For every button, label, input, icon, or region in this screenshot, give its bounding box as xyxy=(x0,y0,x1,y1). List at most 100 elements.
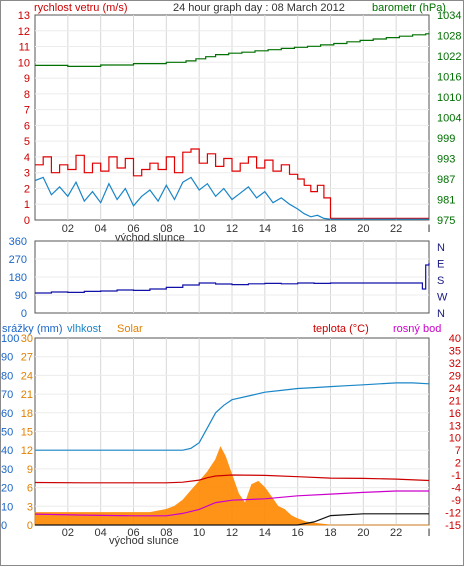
time-axis-tick-label: I xyxy=(427,527,430,539)
wind-axis-tick-label: 9 xyxy=(24,73,30,85)
time-axis-tick-label: 20 xyxy=(357,527,369,539)
temperature-axis-tick-label: 40 xyxy=(449,333,461,345)
humidity-axis-tick-label: 30 xyxy=(1,464,13,476)
temperature-axis-tick-label: -4 xyxy=(451,483,461,495)
temperature-axis-tick-label: 13 xyxy=(449,420,461,432)
humidity-axis-tick-label: 0 xyxy=(1,520,7,532)
temperature-axis-tick-label: 21 xyxy=(449,395,461,407)
pressure-line xyxy=(35,33,430,67)
compass-point-label: W xyxy=(437,292,448,304)
humidity-axis-tick-label: 70 xyxy=(1,389,13,401)
humidity-axis-tick-label: 80 xyxy=(1,370,13,382)
time-axis-tick-label: 04 xyxy=(95,223,107,235)
legend-temperature: teplota (°C) xyxy=(313,323,369,335)
pressure-axis-tick-label: 975 xyxy=(437,215,455,227)
wind-axis-tick-label: 12 xyxy=(18,26,30,38)
compass-point-label: E xyxy=(437,259,444,271)
wind-axis-tick-label: 10 xyxy=(18,57,30,69)
time-axis-tick-label: 08 xyxy=(160,223,172,235)
solar-axis-tick-label: 24 xyxy=(21,370,33,382)
wind-axis-tick-label: 5 xyxy=(24,136,30,148)
pressure-axis-tick-label: 981 xyxy=(437,195,455,207)
temperature-axis-tick-label: -9 xyxy=(451,495,461,507)
wind-axis-tick-label: 0 xyxy=(24,215,30,227)
direction-axis-tick-label: 90 xyxy=(15,290,27,302)
time-axis-tick-label: 22 xyxy=(390,527,402,539)
rain-line xyxy=(35,513,429,526)
solar-axis-tick-label: 15 xyxy=(21,427,33,439)
wind-direction-line xyxy=(35,263,430,294)
time-axis-tick-label: 06 xyxy=(127,527,139,539)
temperature-axis-tick-label: 7 xyxy=(455,445,461,457)
wind-axis-tick-label: 1 xyxy=(24,199,30,211)
temperature-axis-tick-label: -15 xyxy=(445,520,461,532)
temperature-axis-tick-label: 10 xyxy=(449,433,461,445)
wind-axis-tick-label: 11 xyxy=(19,42,30,54)
wind-gust-line xyxy=(35,148,429,219)
wind-axis-tick-label: 8 xyxy=(24,89,30,101)
pressure-axis-tick-label: 1034 xyxy=(437,10,461,22)
humidity-axis-tick-label: 20 xyxy=(1,483,13,495)
solar-axis-tick-label: 21 xyxy=(21,389,33,401)
temperature-axis-tick-label: 32 xyxy=(449,358,461,370)
humidity-axis-tick-label: 10 xyxy=(1,501,13,513)
compass-point-label: N xyxy=(437,242,445,254)
solar-area xyxy=(34,446,429,526)
time-axis-tick-label: 14 xyxy=(259,223,271,235)
pressure-axis-tick-label: 1010 xyxy=(437,92,461,104)
pressure-axis-tick-label: 1022 xyxy=(437,51,461,63)
time-axis-tick-label: 08 xyxy=(160,527,172,539)
humidity-axis-tick-label: 90 xyxy=(1,352,13,364)
temperature-axis-tick-label: 16 xyxy=(449,408,461,420)
humidity-axis-tick-label: 60 xyxy=(1,408,13,420)
time-axis-tick-label: 16 xyxy=(292,223,304,235)
direction-axis-tick-label: 0 xyxy=(21,308,27,320)
humidity-axis-tick-label: 50 xyxy=(1,427,13,439)
time-axis-tick-label: 14 xyxy=(259,527,271,539)
time-axis-tick-label: 06 xyxy=(127,223,139,235)
time-axis-tick-label: 18 xyxy=(324,223,336,235)
pressure-axis-tick-label: 1028 xyxy=(437,31,461,43)
time-axis-tick-label: 20 xyxy=(357,223,369,235)
solar-axis-tick-label: 6 xyxy=(27,483,33,495)
temperature-axis-tick-label: -1 xyxy=(451,470,461,482)
time-axis-tick-label: 10 xyxy=(193,223,205,235)
pressure-axis-tick-label: 999 xyxy=(437,133,455,145)
time-axis-tick-label: I xyxy=(427,223,430,235)
solar-axis-tick-label: 9 xyxy=(27,464,33,476)
solar-axis-tick-label: 12 xyxy=(21,445,33,457)
temperature-line xyxy=(34,474,430,484)
time-axis-tick-label: 04 xyxy=(95,527,107,539)
compass-point-label: S xyxy=(437,275,444,287)
solar-axis-tick-label: 18 xyxy=(21,408,33,420)
time-axis-tick-label: 12 xyxy=(226,527,238,539)
temperature-axis-tick-label: 29 xyxy=(449,370,461,382)
time-axis-tick-label: 22 xyxy=(390,223,402,235)
dew-point-line xyxy=(34,490,429,517)
solar-axis-tick-label: 0 xyxy=(27,520,33,532)
compass-point-label: N xyxy=(437,308,445,320)
pressure-axis-tick-label: 993 xyxy=(437,154,455,166)
solar-axis-tick-label: 27 xyxy=(21,352,33,364)
time-axis-tick-label: 16 xyxy=(292,527,304,539)
pressure-axis-tick-label: 1016 xyxy=(437,72,461,84)
wind-axis-tick-label: 2 xyxy=(24,183,30,195)
wind-axis-tick-label: 7 xyxy=(24,105,30,117)
legend-solar: Solar xyxy=(117,323,143,335)
direction-axis-tick-label: 180 xyxy=(9,272,27,284)
time-axis-tick-label: 02 xyxy=(62,223,74,235)
time-axis-tick-label: 10 xyxy=(193,527,205,539)
temperature-axis-tick-label: -12 xyxy=(445,508,461,520)
wind-axis-tick-label: 4 xyxy=(24,152,30,164)
sunrise-label-bottom: východ slunce xyxy=(109,535,179,547)
time-axis-tick-label: 18 xyxy=(324,527,336,539)
wind-axis-tick-label: 13 xyxy=(18,10,30,22)
wind-speed-line xyxy=(34,176,429,220)
wind-axis-tick-label: 3 xyxy=(24,168,30,180)
time-axis-tick-label: 02 xyxy=(62,527,74,539)
pressure-axis-tick-label: 987 xyxy=(437,174,455,186)
pressure-axis-title: barometr (hPa) xyxy=(372,2,446,14)
solar-axis-tick-label: 3 xyxy=(27,501,33,513)
